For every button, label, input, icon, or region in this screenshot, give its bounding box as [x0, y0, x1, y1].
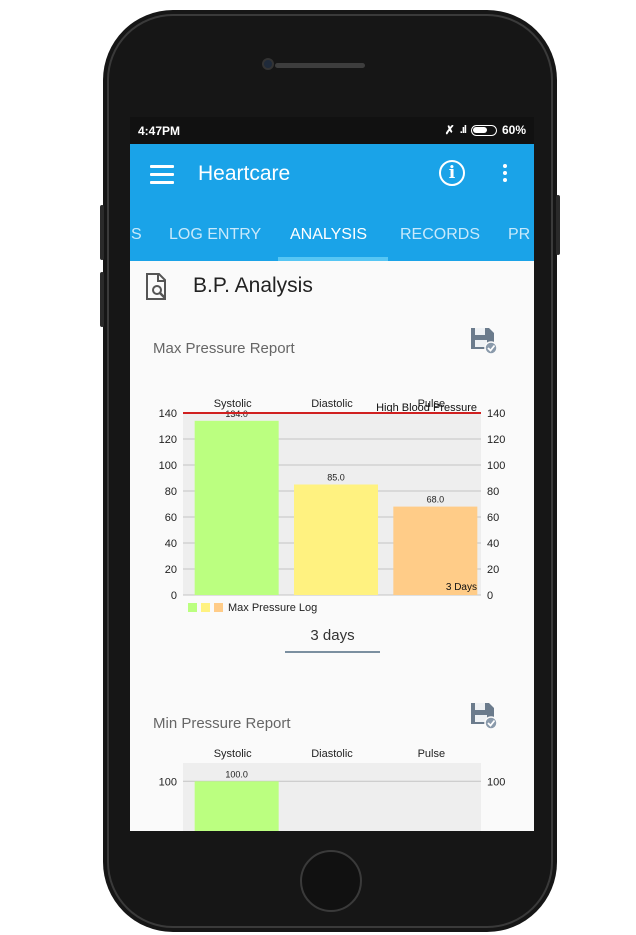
battery-icon	[470, 124, 497, 136]
y-tick-label-left: 100	[159, 776, 177, 788]
category-label: Pulse	[418, 398, 446, 410]
power-button	[556, 195, 560, 255]
threshold-label: High Blood Pressure	[376, 402, 477, 414]
front-camera	[262, 58, 274, 70]
battery-percent: 60%	[501, 123, 526, 137]
y-tick-label-right: 100	[487, 460, 505, 472]
y-tick-label-left: 0	[171, 590, 177, 602]
legend-label: Max Pressure Log	[228, 602, 317, 614]
legend-swatch	[201, 603, 210, 612]
category-label: Systolic	[214, 748, 252, 760]
bar-systolic	[194, 781, 279, 831]
overflow-menu-icon[interactable]	[503, 164, 507, 185]
y-tick-label-right: 20	[487, 564, 499, 576]
y-tick-label-right: 40	[487, 538, 499, 550]
category-label: Diastolic	[311, 398, 353, 410]
y-tick-label-right: 60	[487, 512, 499, 524]
legend-swatch	[214, 603, 223, 612]
report-search-icon	[146, 273, 166, 300]
bar-value-label: 100.0	[225, 769, 248, 779]
tab-partial-right[interactable]: PR	[508, 226, 531, 243]
y-tick-label-right: 140	[487, 408, 505, 420]
category-label: Pulse	[418, 748, 446, 760]
earpiece-speaker	[275, 63, 365, 68]
analysis-content: B.P. Analysis Max Pressure Report Systol…	[130, 261, 534, 831]
status-bar: 4:47PM ✗ .ıl 60%	[130, 117, 534, 144]
y-tick-label-left: 140	[159, 408, 177, 420]
tab-records[interactable]: RECORDS	[400, 226, 481, 243]
y-tick-label-left: 100	[159, 460, 177, 472]
home-button[interactable]	[300, 850, 362, 912]
bar-systolic	[194, 420, 279, 595]
tab-log-entry[interactable]: LOG ENTRY	[169, 226, 262, 243]
signal-icon: .ıl	[459, 124, 467, 136]
tab-bar: S LOG ENTRY ANALYSIS RECORDS PR	[130, 206, 534, 261]
volume-button	[100, 272, 104, 327]
min-pressure-chart: Systolic Diastolic Pulse 100 100 100.0	[130, 745, 534, 831]
period-annotation: 3 Days	[446, 582, 477, 593]
max-report-title: Max Pressure Report	[153, 340, 295, 357]
bar-value-label: 85.0	[327, 473, 345, 483]
page-title: B.P. Analysis	[193, 274, 313, 297]
y-tick-label-left: 40	[165, 538, 177, 550]
phone-screen: 4:47PM ✗ .ıl 60% Heartcare i S LOG ENTRY…	[130, 117, 534, 831]
y-tick-label-left: 60	[165, 512, 177, 524]
y-tick-label-left: 120	[159, 434, 177, 446]
bar-diastolic	[294, 484, 378, 595]
app-bar: Heartcare i	[130, 144, 534, 206]
legend-swatch	[188, 603, 197, 612]
y-tick-label-right: 80	[487, 486, 499, 498]
y-tick-label-right: 100	[487, 776, 505, 788]
y-tick-label-left: 20	[165, 564, 177, 576]
max-pressure-chart: Systolic Diastolic Pulse 0 0 20 20 40 40 60 60 80 80…	[130, 369, 534, 619]
bar-value-label: 68.0	[427, 495, 445, 505]
status-icons: ✗ .ıl 60%	[445, 123, 526, 137]
category-label: Systolic	[214, 398, 252, 410]
status-time: 4:47PM	[138, 124, 181, 138]
tab-indicator	[278, 257, 388, 261]
tab-partial-left[interactable]: S	[131, 226, 142, 243]
mute-icon: ✗	[444, 123, 455, 137]
menu-icon[interactable]	[150, 165, 174, 184]
y-tick-label-right: 120	[487, 434, 505, 446]
y-tick-label-left: 80	[165, 486, 177, 498]
app-title: Heartcare	[198, 162, 291, 185]
min-report-title: Min Pressure Report	[153, 715, 291, 732]
save-report-icon[interactable]	[470, 327, 498, 355]
category-label: Diastolic	[311, 748, 353, 760]
bar-pulse	[393, 506, 478, 595]
range-select[interactable]: 3 days	[310, 627, 355, 644]
tab-analysis[interactable]: ANALYSIS	[290, 226, 368, 243]
y-tick-label-right: 0	[487, 590, 493, 602]
volume-button	[100, 205, 104, 260]
info-icon[interactable]: i	[439, 160, 465, 186]
range-select-underline	[285, 651, 380, 653]
save-report-icon[interactable]	[470, 702, 498, 730]
